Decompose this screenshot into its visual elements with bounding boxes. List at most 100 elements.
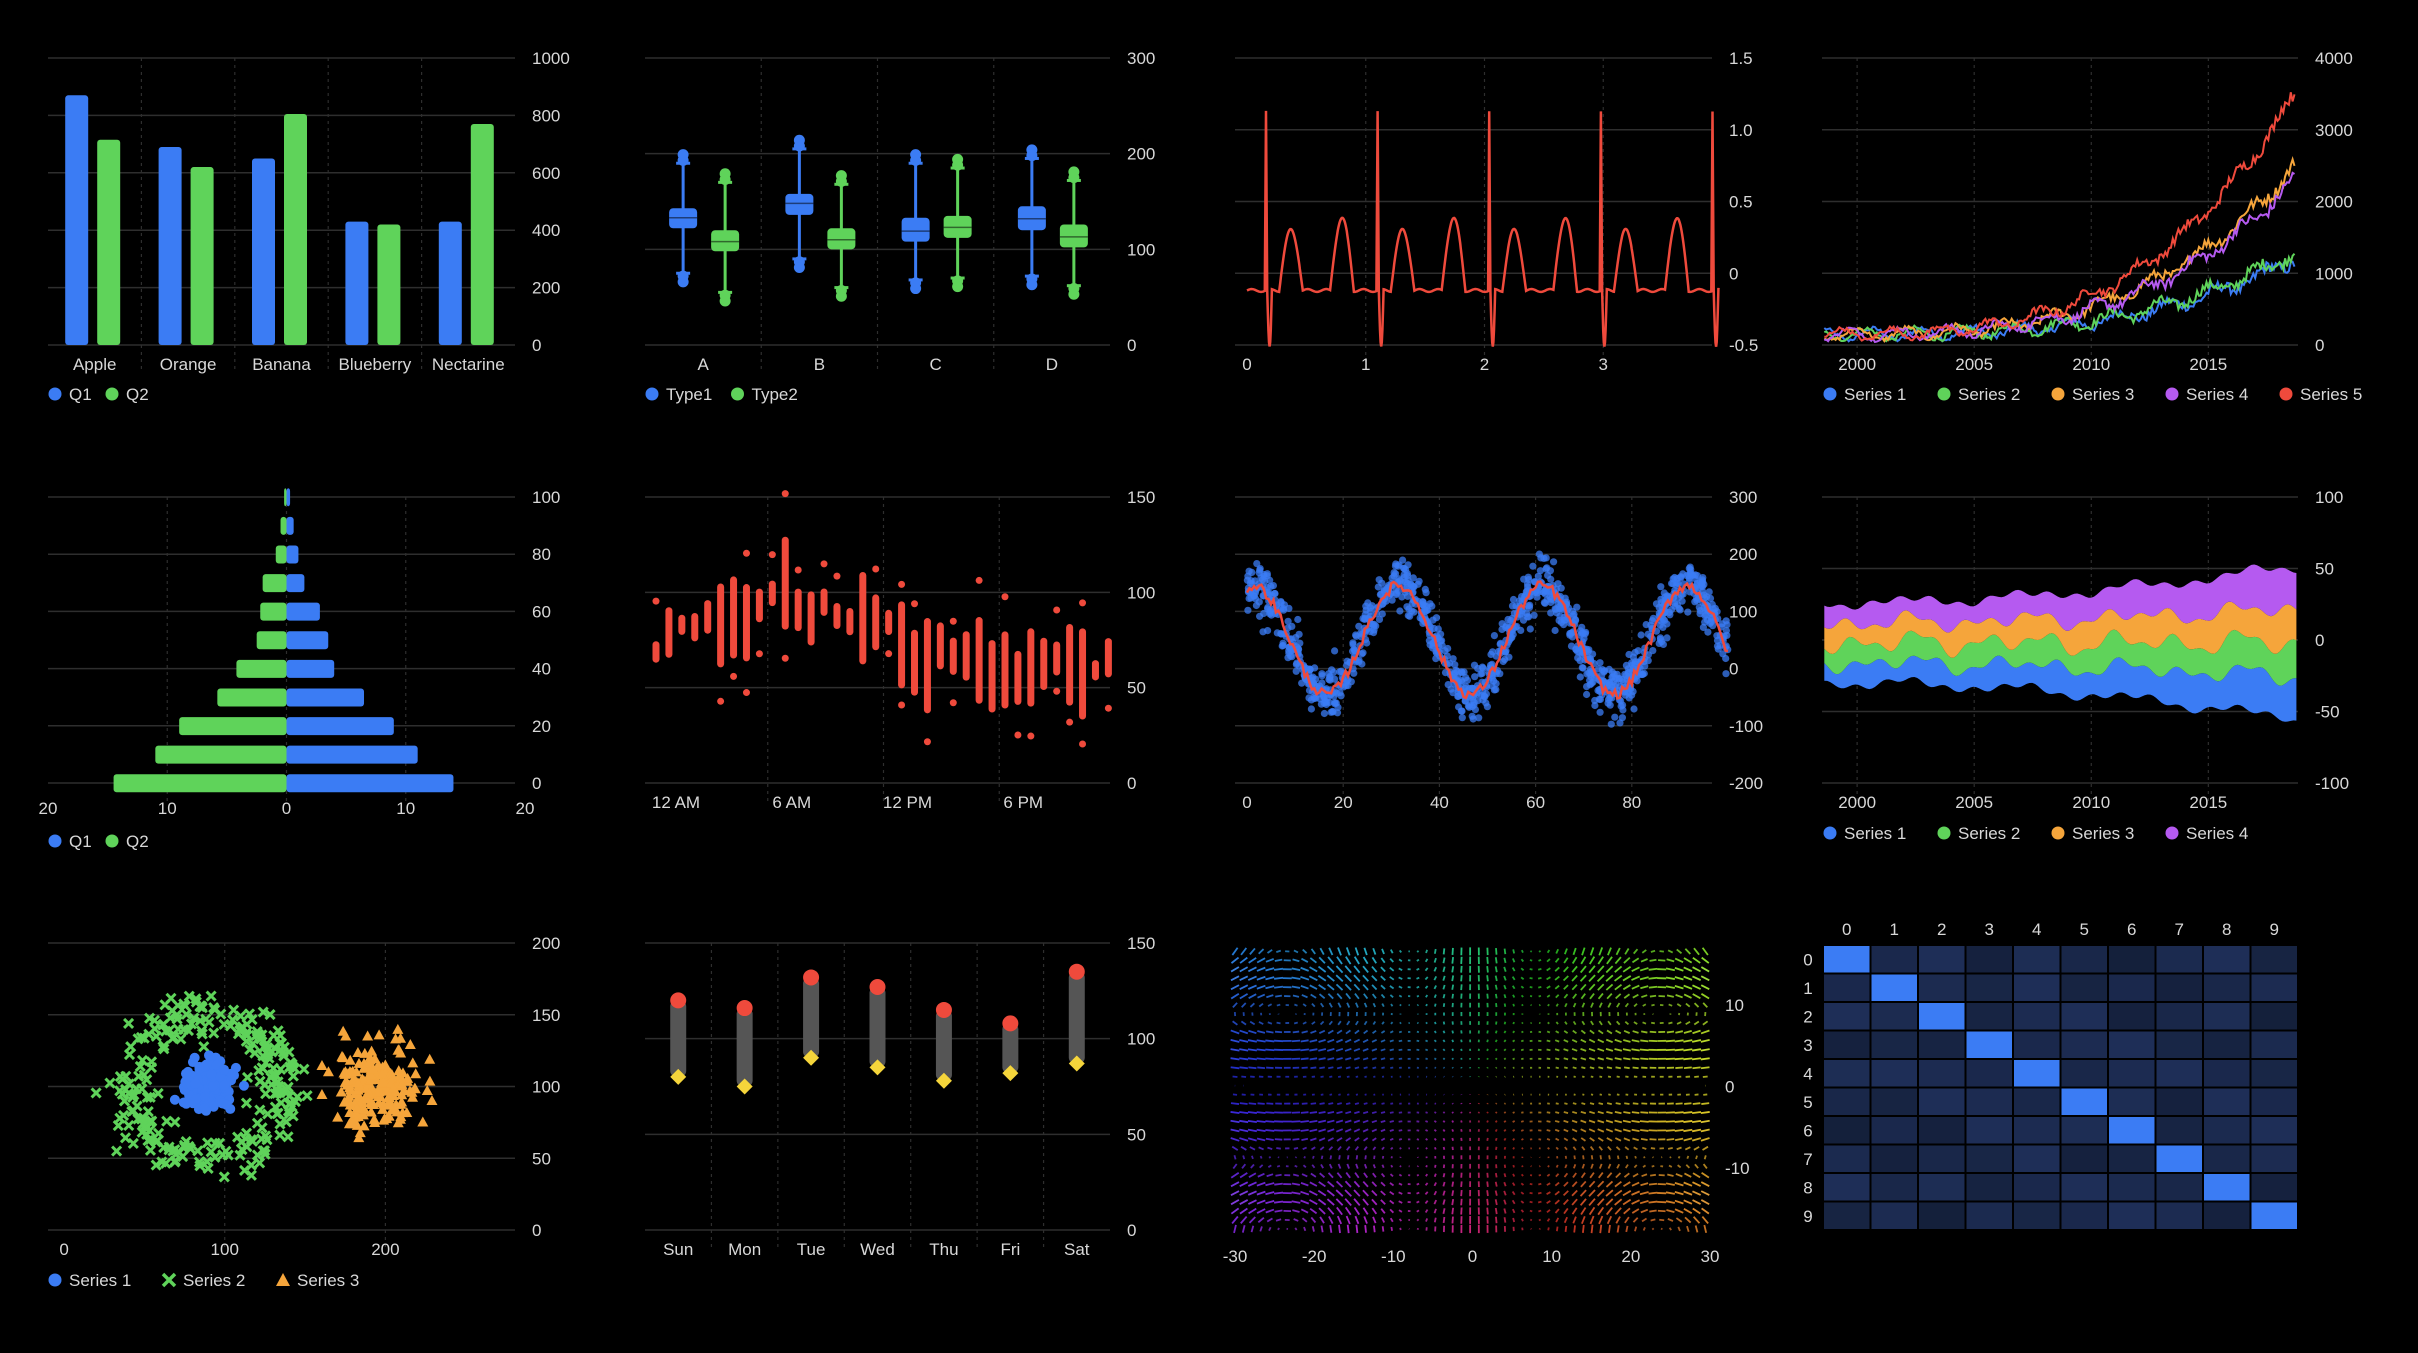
vector-arrow <box>1581 1208 1585 1215</box>
vector-arrow <box>1661 1229 1663 1230</box>
cell-4-6 <box>2109 1060 2155 1087</box>
vector-arrow <box>1675 1192 1684 1195</box>
vector-arrow <box>1677 949 1682 953</box>
range-point <box>1079 599 1086 606</box>
vector-arrow <box>1363 966 1368 972</box>
vector-arrow <box>1624 994 1629 998</box>
vector-arrow <box>1425 1130 1427 1131</box>
x-tick-label: Thu <box>929 1240 958 1259</box>
vector-arrow <box>1496 1112 1497 1113</box>
vector-arrow <box>1640 1040 1648 1041</box>
vector-arrow <box>1606 1181 1612 1186</box>
vector-arrow <box>1685 1147 1690 1149</box>
legend-marker <box>1824 827 1837 840</box>
vector-arrow <box>1345 984 1351 990</box>
vector-arrow <box>1320 1103 1325 1104</box>
vector-arrow <box>1365 1164 1367 1168</box>
vector-arrow <box>1321 1003 1324 1007</box>
vector-arrow <box>1294 1005 1297 1006</box>
vector-arrow <box>1311 1174 1316 1177</box>
vector-arrow <box>1372 1112 1376 1113</box>
vector-arrow <box>1363 1190 1368 1196</box>
vector-arrow <box>1310 958 1316 963</box>
vector-arrow <box>1564 1040 1568 1042</box>
vector-arrow <box>1292 1201 1301 1203</box>
vector-arrow <box>1426 995 1428 997</box>
vector-arrow <box>1504 1121 1506 1122</box>
vector-arrow <box>1328 1103 1333 1104</box>
vector-arrow <box>1684 958 1692 963</box>
vector-arrow <box>1435 1138 1436 1140</box>
vector-arrow <box>1581 994 1585 999</box>
vector-arrow <box>1391 1148 1393 1150</box>
vector-arrow <box>1631 1121 1639 1122</box>
scatter-point <box>1623 662 1630 669</box>
legend-marker <box>1824 388 1837 401</box>
vector-arrow <box>1513 1103 1514 1104</box>
scatter-point <box>1389 574 1396 581</box>
vector-arrow <box>1504 1130 1506 1132</box>
vector-arrow <box>1592 1225 1593 1233</box>
vector-arrow <box>1243 1225 1245 1232</box>
vector-arrow <box>1301 1139 1307 1140</box>
range-bar <box>911 630 918 696</box>
vector-arrow <box>1607 1030 1612 1033</box>
vector-arrow <box>1598 1190 1604 1196</box>
vector-arrow <box>1337 1067 1342 1068</box>
vector-arrow <box>1231 1138 1240 1141</box>
scatter-point <box>1331 647 1338 654</box>
vector-arrow <box>1649 1202 1658 1203</box>
vector-arrow <box>1434 1112 1436 1113</box>
vector-arrow <box>1434 1200 1436 1204</box>
bar-q1-age-60 <box>287 603 320 621</box>
vector-arrow <box>1435 1004 1436 1007</box>
vector-arrow <box>1231 985 1239 989</box>
y-tick-label: -50 <box>2315 703 2340 722</box>
scatter-point <box>1611 714 1618 721</box>
vector-arrow <box>1322 1156 1323 1159</box>
x-tick-label: Orange <box>160 355 217 374</box>
vector-arrow <box>1599 1173 1603 1178</box>
vector-arrow <box>1239 1049 1248 1050</box>
vector-arrow <box>1692 1040 1701 1042</box>
marker-series-1 <box>170 1095 180 1105</box>
vector-arrow <box>1356 1076 1358 1077</box>
vector-arrow <box>1249 1173 1256 1177</box>
vector-arrow <box>1521 1139 1523 1140</box>
vector-arrow <box>1624 1103 1629 1104</box>
range-bar <box>717 583 724 667</box>
vector-arrow <box>1354 1181 1359 1187</box>
legend-marker <box>49 1274 62 1287</box>
cell-9-5 <box>2062 1203 2108 1230</box>
vector-arrow <box>1356 1147 1359 1151</box>
vector-arrow <box>1547 1174 1549 1176</box>
vector-arrow <box>1391 1165 1392 1167</box>
marker-series-2 <box>204 1164 213 1173</box>
scatter-point <box>1492 686 1499 693</box>
vector-arrow <box>1372 1208 1376 1214</box>
legend-label: Q1 <box>69 385 92 404</box>
vector-arrow <box>1632 1183 1639 1186</box>
vector-arrow <box>1564 1112 1568 1113</box>
vector-arrow <box>1234 1225 1236 1233</box>
vector-arrow <box>1240 1182 1248 1186</box>
x-tick-label: 6 AM <box>772 793 811 812</box>
vector-arrow <box>1692 1182 1700 1186</box>
scatter-point <box>1477 670 1484 677</box>
scatter-point <box>1566 632 1573 639</box>
vector-arrow <box>1248 985 1256 989</box>
bar-q2-banana <box>284 114 307 345</box>
bar-q1-age-70 <box>287 574 305 592</box>
vector-arrow <box>1608 948 1611 956</box>
y-tick-label: 100 <box>1729 602 1757 621</box>
vector-arrow <box>1521 1192 1523 1194</box>
scatter-point <box>1544 572 1551 579</box>
vector-arrow <box>1399 1139 1402 1140</box>
vector-arrow <box>1265 1121 1274 1122</box>
range-point <box>911 600 918 607</box>
vector-arrow <box>1443 1191 1444 1196</box>
vector-arrow <box>1363 975 1368 981</box>
vector-arrow <box>1444 1022 1445 1025</box>
vector-arrow <box>1381 985 1385 989</box>
